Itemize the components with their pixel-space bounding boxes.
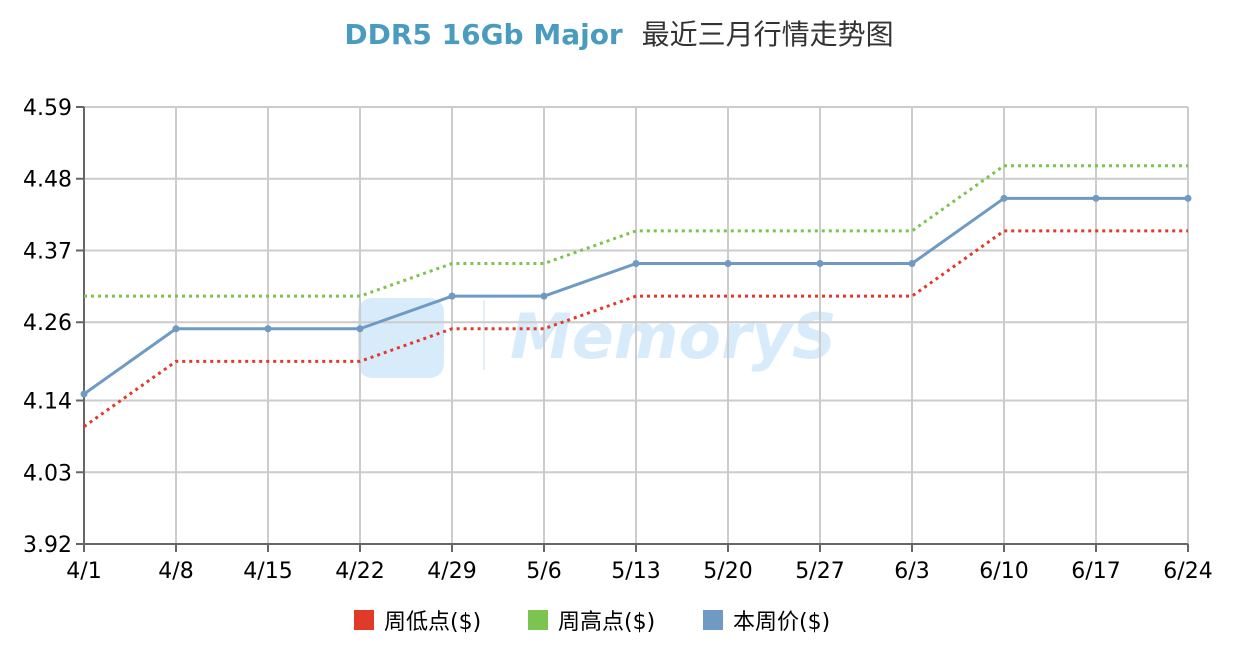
legend-swatch: [354, 610, 374, 630]
data-point: [1092, 194, 1100, 202]
y-tick-label: 4.26: [23, 311, 72, 336]
series-line-0: [83, 229, 1188, 428]
x-tick-label: 4/8: [158, 559, 193, 584]
data-point: [80, 390, 88, 398]
watermark-logo: MemoryS: [358, 298, 837, 378]
x-tick-label: 6/10: [979, 559, 1028, 584]
y-tick-label: 4.48: [23, 168, 72, 193]
y-tick-label: 3.92: [23, 533, 72, 558]
plot-grid: [83, 106, 1189, 545]
x-tick-label: 4/22: [335, 559, 384, 584]
x-tick-label: 4/15: [243, 559, 292, 584]
chart-title-main: DDR5 16Gb Major: [344, 18, 623, 51]
chart-title: DDR5 16Gb Major 最近三月行情走势图: [344, 18, 893, 51]
y-tick-label: 4.03: [23, 461, 72, 486]
plot-axes: [76, 106, 1189, 552]
x-tick-label: 5/27: [795, 559, 844, 584]
legend-swatch: [703, 610, 723, 630]
series-line-1: [84, 164, 1188, 298]
legend-item-1[interactable]: 周高点($): [528, 610, 655, 635]
x-tick-label: 6/3: [894, 559, 929, 584]
x-tick-label: 5/13: [611, 559, 660, 584]
legend-label: 本周价($): [733, 610, 830, 635]
legend-item-2[interactable]: 本周价($): [703, 610, 830, 635]
legend-swatch: [528, 610, 548, 630]
series-points: [80, 194, 1192, 398]
x-tick-label: 4/1: [66, 559, 101, 584]
data-point: [724, 260, 732, 268]
x-tick-label: 6/24: [1163, 559, 1212, 584]
y-tick-label: 4.59: [23, 96, 72, 121]
x-tick-label: 6/17: [1071, 559, 1120, 584]
data-point: [1000, 194, 1008, 202]
y-tick-label: 4.14: [23, 390, 72, 415]
data-point: [632, 260, 640, 268]
data-point: [540, 292, 548, 300]
legend-item-0[interactable]: 周低点($): [354, 610, 481, 635]
tick-labels: 3.92 4.03 4.14 4.26 4.37 4.48 4.59 4/1 4/8 4/15 4/…: [23, 96, 1213, 584]
data-point: [172, 325, 180, 333]
watermark-badge: [358, 298, 444, 378]
legend-label: 周高点($): [558, 610, 655, 635]
legend[interactable]: 周低点($) 周高点($) 本周价($): [354, 610, 830, 635]
data-point: [448, 292, 456, 300]
data-point: [356, 325, 364, 333]
x-tick-label: 5/20: [703, 559, 752, 584]
watermark-text: MemoryS: [510, 300, 837, 373]
y-tick-label: 4.37: [23, 239, 72, 264]
legend-label: 周低点($): [384, 610, 481, 635]
chart-title-sub: 最近三月行情走势图: [642, 18, 894, 51]
x-tick-label: 4/29: [427, 559, 476, 584]
x-tick-label: 5/6: [526, 559, 561, 584]
data-point: [908, 260, 916, 268]
data-point: [1184, 194, 1192, 202]
data-point: [264, 325, 272, 333]
data-point: [816, 260, 824, 268]
